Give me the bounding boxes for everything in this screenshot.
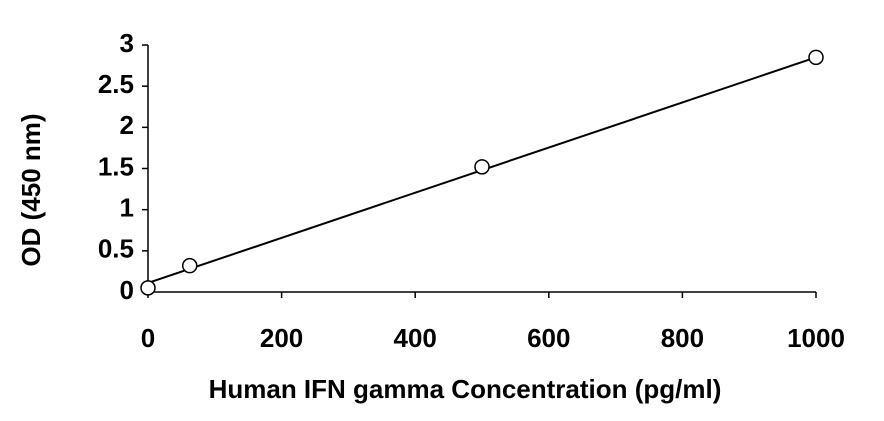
x-axis-title: Human IFN gamma Concentration (pg/ml) [209,374,722,404]
y-tick-label: 0 [120,275,134,305]
x-tick-label: 200 [260,323,303,353]
data-point [474,159,490,175]
x-tick-label: 800 [661,323,704,353]
y-axis-title: OD (450 nm) [16,113,46,266]
x-tick-label: 1000 [787,323,845,353]
data-point [182,257,198,274]
y-tick-label: 2.5 [98,69,134,99]
x-tick-label: 0 [141,323,155,353]
y-tick-label: 1 [120,193,134,223]
y-tick-label: 1.5 [98,151,134,181]
y-tick-label: 2 [120,110,134,140]
data-point [808,49,824,66]
data-point [140,280,156,296]
x-tick-label: 600 [527,323,570,353]
x-tick-label: 400 [394,323,437,353]
y-tick-label: 0.5 [98,234,134,264]
y-tick-label: 3 [120,28,134,58]
